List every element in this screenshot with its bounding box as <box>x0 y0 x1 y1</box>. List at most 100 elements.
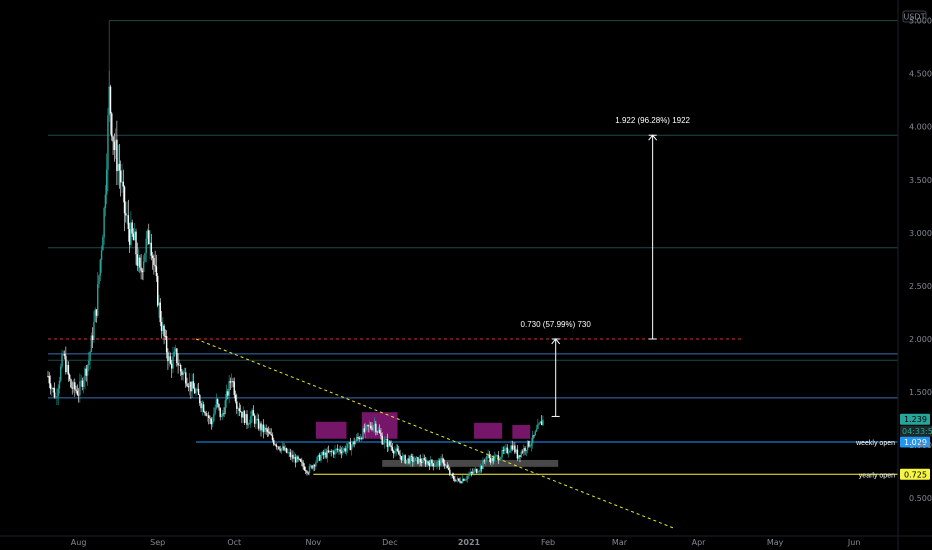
candle-body <box>164 336 167 337</box>
y-tick-label: 3.000 <box>909 229 932 238</box>
candle-body <box>255 418 257 424</box>
candle-body <box>313 464 316 467</box>
candle-body <box>202 404 205 412</box>
trendline <box>195 338 674 529</box>
candle-body <box>324 452 326 455</box>
candle-body <box>204 411 206 414</box>
x-tick-label: Feb <box>541 538 555 547</box>
candle-body <box>111 113 113 137</box>
candle-body <box>193 388 196 394</box>
candle-body <box>506 447 508 454</box>
candle-body <box>56 396 58 398</box>
candle-body <box>62 354 65 355</box>
candle-body <box>409 456 411 464</box>
candle-body <box>210 418 212 425</box>
candle-body <box>389 441 391 446</box>
candle-body <box>159 302 161 323</box>
y-tick-label: 4.000 <box>909 123 932 132</box>
candle-body <box>487 454 489 456</box>
candle-body <box>63 354 66 356</box>
key-level-name: weekly open <box>855 440 895 447</box>
candle-body <box>136 254 138 266</box>
candle-body <box>426 461 428 465</box>
candle-body <box>112 136 114 142</box>
candle-body <box>257 418 260 429</box>
candle-body <box>477 472 479 473</box>
current-price-badge <box>900 413 930 425</box>
candle-body <box>158 302 160 306</box>
candle-body <box>519 455 521 457</box>
candle-body <box>144 253 146 262</box>
candle-body <box>410 456 413 458</box>
candle-body <box>182 372 184 376</box>
candle-body <box>48 376 50 384</box>
candle-body <box>237 408 239 410</box>
candle-body <box>423 458 426 460</box>
candle-body <box>126 215 128 217</box>
candle-body <box>160 322 163 331</box>
candle-body <box>242 411 244 418</box>
candle-body <box>510 445 512 452</box>
candle-body <box>339 449 341 452</box>
candle-body <box>271 435 274 441</box>
candle-body <box>93 321 95 340</box>
candle-body <box>502 449 505 452</box>
candle-body <box>432 463 434 467</box>
candle-body <box>146 230 149 239</box>
candle-body <box>312 464 315 469</box>
candle-body <box>460 482 462 484</box>
candle-body <box>414 457 417 461</box>
candle-body <box>330 450 332 452</box>
candle-body <box>297 456 299 459</box>
candle-body <box>287 452 289 454</box>
candle-body <box>334 449 336 455</box>
candle-body <box>470 472 473 473</box>
candle-body <box>105 169 108 195</box>
candle-body <box>509 451 511 453</box>
candle-body <box>382 442 385 445</box>
candle-body <box>197 388 200 395</box>
candle-body <box>224 400 227 414</box>
candle-body <box>74 382 76 390</box>
candle-body <box>220 416 223 418</box>
candle-body <box>113 141 116 151</box>
candle-body <box>354 440 357 445</box>
candle-body <box>479 466 482 471</box>
candle-body <box>248 423 251 425</box>
candle-body <box>282 446 284 449</box>
candle-body <box>301 461 303 463</box>
candle-body <box>520 451 522 457</box>
candle-body <box>535 429 538 432</box>
candle-body <box>396 448 399 452</box>
candle-body <box>173 351 175 357</box>
candle-body <box>446 465 448 468</box>
candle-body <box>422 458 424 464</box>
candle-body <box>252 410 255 416</box>
zone-box <box>315 421 347 439</box>
candle-body <box>526 440 529 451</box>
candle-body <box>463 478 465 481</box>
candle-body <box>424 459 427 465</box>
candle-body <box>100 250 103 260</box>
candle-body <box>60 366 62 381</box>
candle-body <box>516 449 519 459</box>
candle-body <box>384 439 386 443</box>
candle-body <box>289 452 292 457</box>
candle-body <box>298 458 300 460</box>
candle-body <box>259 423 261 429</box>
candle-body <box>472 472 474 474</box>
candle-body <box>465 478 468 480</box>
candle-body <box>491 457 493 463</box>
candle-body <box>71 387 73 389</box>
candle-body <box>437 460 440 463</box>
candle-body <box>91 335 94 340</box>
candle-body <box>338 449 340 451</box>
candle-body <box>386 438 389 447</box>
candle-body <box>187 385 190 388</box>
candle-body <box>375 423 377 432</box>
currency-badge[interactable]: USDT <box>902 10 927 23</box>
candle-body <box>481 466 483 469</box>
x-tick-label: Dec <box>382 538 397 547</box>
candle-body <box>84 368 86 381</box>
